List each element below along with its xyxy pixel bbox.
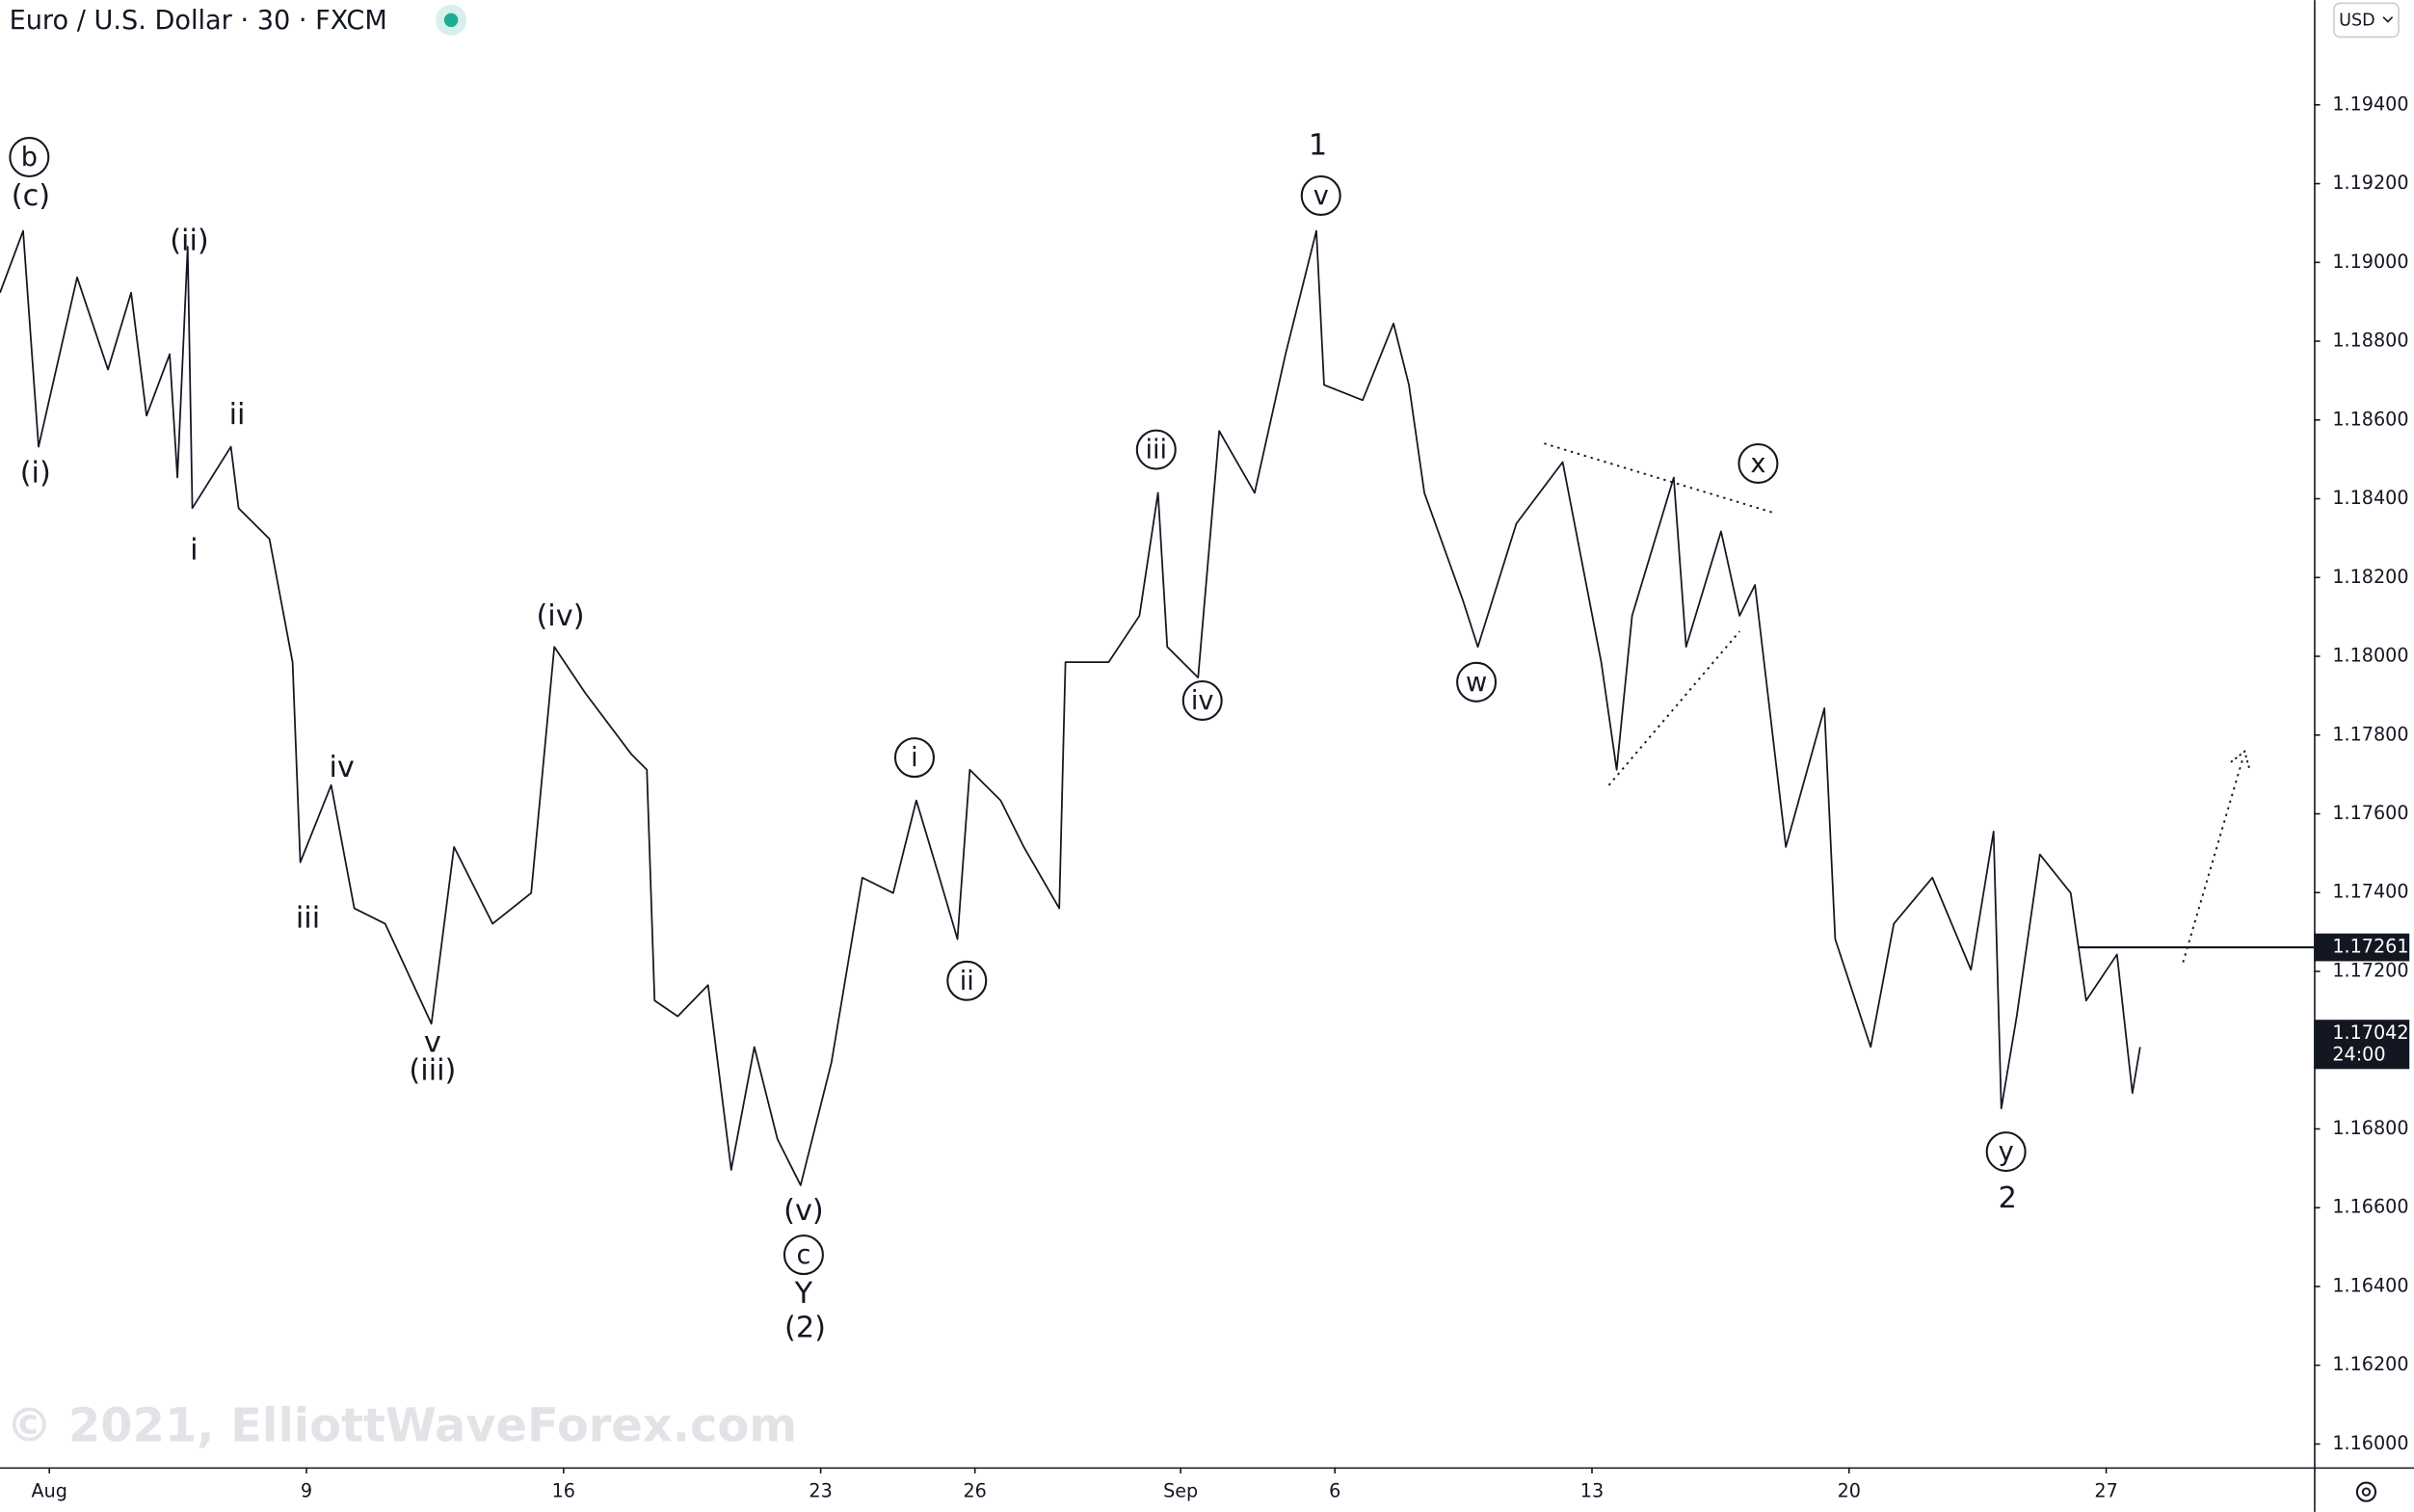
y-tick-label: 1.16600 [2332, 1196, 2408, 1218]
wave-circle [893, 737, 935, 779]
wave-label: 1 [1309, 128, 1327, 162]
level-label: 1.17261 [2332, 936, 2408, 958]
y-tick-label: 1.16400 [2332, 1274, 2408, 1296]
settings-ring[interactable] [2355, 1481, 2377, 1502]
y-tick-label: 1.19200 [2332, 172, 2408, 194]
y-tick-label: 1.16800 [2332, 1117, 2408, 1139]
x-tick-label: Sep [1163, 1480, 1198, 1502]
x-tick-label: 9 [301, 1480, 312, 1502]
wave-label: (2) [784, 1311, 826, 1344]
wave-label: iv [329, 751, 354, 784]
y-tick-label: 1.19400 [2332, 93, 2408, 115]
x-tick-label: 16 [552, 1480, 575, 1502]
y-tick-label: 1.18400 [2332, 487, 2408, 509]
wave-label: x [1750, 449, 1765, 479]
wave-label: c [796, 1240, 810, 1270]
x-tick-label: 23 [809, 1480, 832, 1502]
y-tick-label: 1.18200 [2332, 566, 2408, 588]
wave-label: y [1999, 1137, 2014, 1167]
y-tick-label: 1.17400 [2332, 881, 2408, 903]
y-tick-label: 1.17800 [2332, 723, 2408, 745]
wave-circle [1135, 429, 1177, 470]
watermark: © 2021, ElliottWaveForex.com [6, 1400, 797, 1453]
wave-label: (ii) [170, 224, 209, 257]
settings-icon[interactable] [2355, 1481, 2377, 1502]
wave-label: (i) [20, 457, 51, 491]
wave-label: ii [960, 967, 974, 996]
settings-hub[interactable] [2361, 1487, 2372, 1497]
x-tick-label: Aug [32, 1480, 67, 1502]
price-line [0, 229, 2141, 1186]
wave-label: v [424, 1026, 441, 1060]
symbol-title: Euro / U.S. Dollar · 30 · FXCM [10, 6, 387, 36]
y-tick-label: 1.17200 [2332, 959, 2408, 981]
x-tick-label: 27 [2094, 1480, 2117, 1502]
currency-caret[interactable] [2382, 16, 2394, 23]
level-label-box [2314, 933, 2410, 962]
wave-label: i [911, 743, 918, 773]
y-tick-label: 1.16200 [2332, 1353, 2408, 1375]
last-price-box [2314, 1020, 2410, 1070]
x-tick-label: 6 [1329, 1480, 1340, 1502]
wave-circle [1300, 174, 1341, 216]
y-tick-label: 1.18000 [2332, 645, 2408, 667]
wave-label: w [1466, 668, 1487, 698]
wave-circle [1456, 661, 1498, 703]
x-tick-label: 26 [963, 1480, 986, 1502]
x-tick-label: 13 [1580, 1480, 1604, 1502]
currency-label[interactable]: USD [2339, 12, 2375, 31]
y-tick-label: 1.16000 [2332, 1432, 2408, 1454]
y-tick-label: 1.18800 [2332, 330, 2408, 352]
wave-label: (iv) [536, 599, 584, 633]
wave-circle [783, 1234, 824, 1276]
wave-label: v [1313, 181, 1329, 211]
wave-label: ii [229, 398, 246, 432]
last-price-label: 1.17042 [2332, 1021, 2408, 1044]
wave-label: (iii) [409, 1054, 456, 1088]
currency-button[interactable] [2333, 2, 2400, 39]
wave-label: b [21, 143, 38, 172]
wave-label: iii [296, 901, 320, 935]
wave-label: (v) [783, 1194, 824, 1228]
wave-circle [1985, 1131, 2027, 1173]
wave-circle [9, 137, 50, 178]
projection-arrowhead [2230, 750, 2250, 769]
y-tick-label: 1.18600 [2332, 408, 2408, 430]
countdown-label: 24:00 [2332, 1043, 2385, 1065]
wave-label: iii [1145, 436, 1167, 465]
wave-circle [946, 960, 988, 1001]
wave-circle [1738, 442, 1779, 484]
wave-label: (c) [12, 179, 50, 213]
wave-label: i [190, 534, 198, 568]
status-dot [443, 13, 459, 28]
x-tick-label: 20 [1838, 1480, 1861, 1502]
wave-label: 2 [1999, 1181, 2017, 1215]
wave-label: Y [794, 1277, 813, 1311]
y-tick-label: 1.17600 [2332, 802, 2408, 824]
projection-arrow [2182, 756, 2244, 963]
wave-circle [1181, 679, 1223, 721]
wave-label: iv [1191, 686, 1214, 716]
triangle-lower-line [1607, 630, 1740, 786]
triangle-upper-line [1544, 442, 1774, 515]
y-tick-label: 1.19000 [2332, 251, 2408, 273]
